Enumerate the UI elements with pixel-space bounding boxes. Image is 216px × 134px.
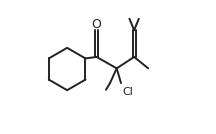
Text: Cl: Cl	[123, 87, 134, 97]
Text: O: O	[92, 18, 102, 31]
